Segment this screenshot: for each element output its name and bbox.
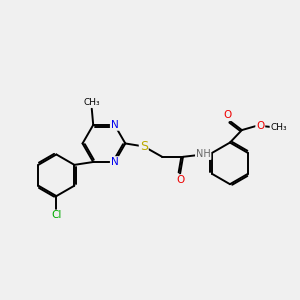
Text: CH₃: CH₃ [270,123,287,132]
Text: O: O [256,121,264,130]
Text: Cl: Cl [51,210,62,220]
Text: NH: NH [196,149,211,159]
Text: O: O [224,110,232,120]
Text: O: O [176,175,184,185]
Text: N: N [111,120,119,130]
Text: S: S [140,140,148,153]
Text: CH₃: CH₃ [83,98,100,107]
Text: N: N [111,157,119,167]
